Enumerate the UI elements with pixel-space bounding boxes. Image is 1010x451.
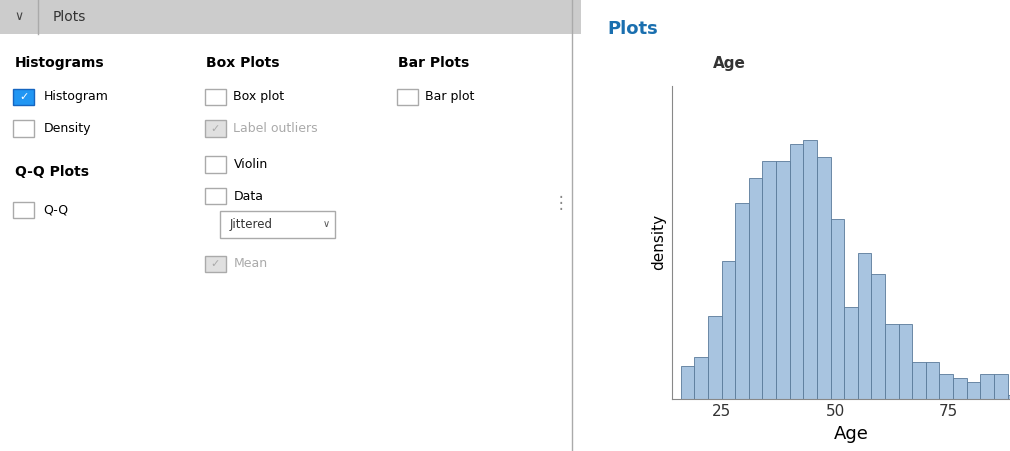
FancyBboxPatch shape	[397, 89, 417, 105]
Text: Box plot: Box plot	[233, 91, 285, 103]
Bar	[763, 161, 776, 399]
Bar	[857, 253, 872, 399]
Text: Data: Data	[233, 190, 264, 202]
FancyBboxPatch shape	[205, 89, 226, 105]
Bar	[708, 316, 721, 399]
Text: Violin: Violin	[233, 158, 268, 171]
X-axis label: Age: Age	[833, 424, 869, 442]
Bar	[776, 161, 790, 399]
Text: Plots: Plots	[53, 9, 86, 24]
Bar	[1008, 395, 1010, 399]
Bar	[721, 261, 735, 399]
FancyBboxPatch shape	[13, 120, 34, 137]
FancyBboxPatch shape	[205, 156, 226, 173]
Text: ✓: ✓	[211, 259, 220, 269]
Bar	[830, 220, 844, 399]
Bar	[967, 382, 981, 399]
Text: ✓: ✓	[211, 124, 220, 133]
Bar	[694, 357, 708, 399]
Bar	[844, 307, 857, 399]
Text: Box Plots: Box Plots	[206, 56, 280, 70]
FancyBboxPatch shape	[205, 120, 226, 137]
Bar	[953, 378, 967, 399]
Bar	[803, 140, 817, 399]
FancyBboxPatch shape	[219, 211, 335, 238]
Bar	[981, 374, 994, 399]
Text: Mean: Mean	[233, 258, 268, 270]
Y-axis label: density: density	[651, 214, 666, 271]
Bar	[681, 366, 694, 399]
Text: Bar Plots: Bar Plots	[398, 56, 469, 70]
Text: ∨: ∨	[322, 219, 329, 229]
FancyBboxPatch shape	[205, 188, 226, 204]
Text: ⋮: ⋮	[552, 194, 570, 212]
Bar	[748, 178, 763, 399]
Text: Age: Age	[713, 56, 746, 71]
Bar	[912, 362, 926, 399]
Text: Histograms: Histograms	[14, 56, 104, 70]
Bar	[790, 144, 803, 399]
Text: Histogram: Histogram	[43, 91, 108, 103]
Bar	[817, 157, 830, 399]
Bar	[939, 374, 953, 399]
FancyBboxPatch shape	[0, 0, 581, 34]
Text: Q-Q Plots: Q-Q Plots	[14, 165, 89, 179]
FancyBboxPatch shape	[13, 89, 34, 105]
FancyBboxPatch shape	[205, 256, 226, 272]
Text: Jittered: Jittered	[229, 218, 273, 230]
Text: Label outliers: Label outliers	[233, 122, 318, 135]
Text: ∨: ∨	[14, 10, 23, 23]
Bar	[735, 202, 748, 399]
Text: Q-Q: Q-Q	[43, 203, 69, 216]
Text: Density: Density	[43, 122, 91, 135]
Text: Bar plot: Bar plot	[425, 91, 475, 103]
Bar	[994, 374, 1008, 399]
FancyBboxPatch shape	[13, 202, 34, 218]
Text: Plots: Plots	[607, 20, 658, 38]
Bar	[899, 324, 912, 399]
Bar	[885, 324, 899, 399]
Bar	[926, 362, 939, 399]
Bar	[872, 274, 885, 399]
Text: ✓: ✓	[19, 92, 28, 102]
